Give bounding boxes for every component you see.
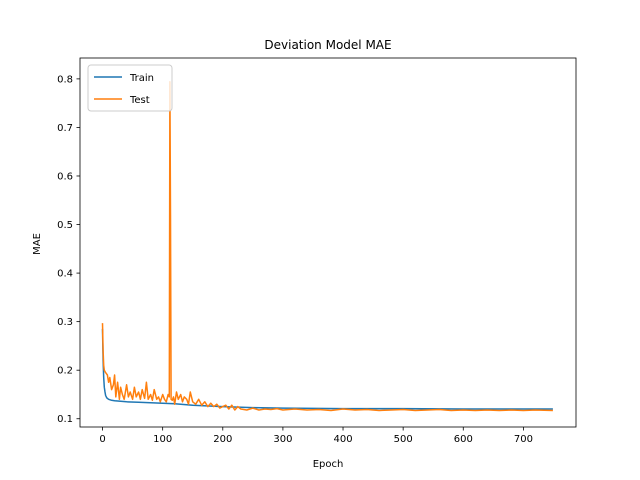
x-tick-label: 500 <box>394 434 413 445</box>
plot-area: 0 100 200 300 400 500 600 700 0.1 0.2 0.3 0.4 0.5 0.6… <box>57 57 577 445</box>
x-tick-label: 700 <box>514 434 533 445</box>
y-tick-label: 0.4 <box>57 269 73 280</box>
y-axis-label: MAE <box>32 233 43 255</box>
x-axis-label: Epoch <box>313 459 344 470</box>
x-tick-label: 400 <box>333 434 352 445</box>
legend-label-test: Test <box>129 95 150 106</box>
y-tick-label: 0.1 <box>57 414 73 425</box>
series-line-test <box>101 81 553 412</box>
x-tick-label: 100 <box>153 434 172 445</box>
legend-label-train: Train <box>129 73 154 84</box>
chart-title: Deviation Model MAE <box>264 38 391 52</box>
x-tick-label: 300 <box>273 434 292 445</box>
y-tick-label: 0.8 <box>57 74 73 85</box>
y-tick-label: 0.6 <box>57 171 73 182</box>
x-tick-label: 600 <box>454 434 473 445</box>
x-tick-label: 200 <box>213 434 232 445</box>
y-tick-label: 0.7 <box>57 123 73 134</box>
y-tick-label: 0.2 <box>57 366 73 377</box>
y-tick-label: 0.5 <box>57 220 73 231</box>
x-tick-label: 0 <box>99 434 105 445</box>
y-tick-label: 0.3 <box>57 317 73 328</box>
axes-frame <box>79 57 577 428</box>
